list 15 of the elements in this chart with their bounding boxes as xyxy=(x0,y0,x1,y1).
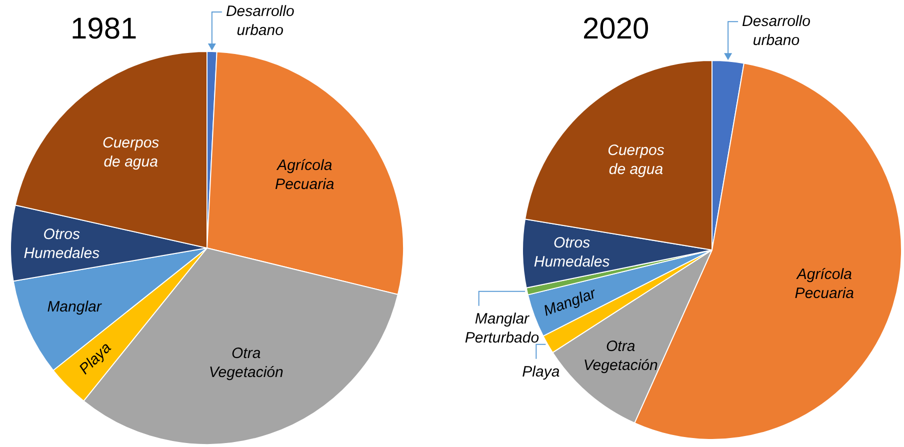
slice-label: Otros Humedales xyxy=(534,234,610,270)
slice-label: Otra Vegetación xyxy=(583,338,658,374)
slice-label: Agrícola Pecuaria xyxy=(794,266,854,302)
slice-label: Desarrollo urbano xyxy=(742,12,810,49)
slice-label: Playa xyxy=(522,364,560,381)
chart-title: 1981 xyxy=(70,12,138,46)
slice-label: Otra Vegetación xyxy=(208,345,284,382)
slice-label: Otros Humedales xyxy=(24,226,100,262)
slice-label: Cuerpos de agua xyxy=(102,134,160,171)
slice-label: Cuerpos de agua xyxy=(608,142,665,178)
chart-title: 2020 xyxy=(582,12,650,46)
slice-label: Manglar Perturbado xyxy=(464,310,540,347)
slice-label: Agrícola Pecuaria xyxy=(275,156,334,193)
slice-label: Manglar xyxy=(47,298,102,316)
slice-label: Desarrollo urbano xyxy=(226,3,294,40)
